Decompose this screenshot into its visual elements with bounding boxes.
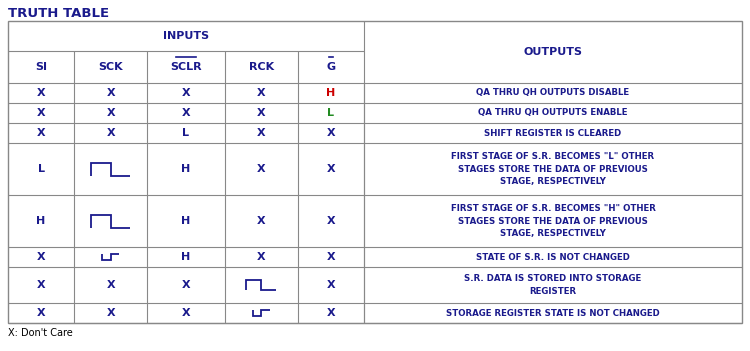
Bar (8, 21, 742, 323)
Text: STORAGE REGISTER STATE IS NOT CHANGED: STORAGE REGISTER STATE IS NOT CHANGED (446, 309, 660, 318)
Text: X: X (37, 252, 45, 262)
Text: TRUTH TABLE: TRUTH TABLE (8, 7, 109, 20)
Text: SCK: SCK (98, 62, 123, 72)
Text: H: H (182, 252, 190, 262)
Text: X: X (106, 128, 115, 138)
Text: X: X (37, 108, 45, 118)
Text: X: X (106, 88, 115, 98)
Text: X: X (182, 308, 190, 318)
Text: INPUTS: INPUTS (163, 31, 209, 41)
Text: X: X (182, 88, 190, 98)
Text: S.R. DATA IS STORED INTO STORAGE
REGISTER: S.R. DATA IS STORED INTO STORAGE REGISTE… (464, 274, 641, 296)
Text: SI: SI (35, 62, 47, 72)
Text: SCLR: SCLR (170, 62, 202, 72)
Text: FIRST STAGE OF S.R. BECOMES "L" OTHER
STAGES STORE THE DATA OF PREVIOUS
STAGE, R: FIRST STAGE OF S.R. BECOMES "L" OTHER ST… (452, 152, 655, 186)
Text: RCK: RCK (249, 62, 274, 72)
Text: X: X (106, 108, 115, 118)
Text: L: L (328, 108, 334, 118)
Text: X: X (327, 280, 335, 290)
Text: H: H (37, 216, 46, 226)
Text: X: X (37, 128, 45, 138)
Text: X: X (37, 280, 45, 290)
Text: X: X (257, 88, 265, 98)
Text: FIRST STAGE OF S.R. BECOMES "H" OTHER
STAGES STORE THE DATA OF PREVIOUS
STAGE, R: FIRST STAGE OF S.R. BECOMES "H" OTHER ST… (451, 204, 656, 238)
Text: X: X (37, 88, 45, 98)
Text: X: X (327, 252, 335, 262)
Text: X: X (327, 128, 335, 138)
Text: X: X (327, 308, 335, 318)
Text: H: H (326, 88, 335, 98)
Text: QA THRU QH OUTPUTS ENABLE: QA THRU QH OUTPUTS ENABLE (478, 108, 628, 118)
Text: X: X (327, 164, 335, 174)
Text: L: L (38, 164, 44, 174)
Text: H: H (182, 164, 190, 174)
Text: H: H (182, 216, 190, 226)
Text: G: G (326, 62, 335, 72)
Text: X: X (106, 280, 115, 290)
Text: X: X (257, 108, 265, 118)
Text: X: X (106, 308, 115, 318)
Text: OUTPUTS: OUTPUTS (524, 47, 583, 57)
Text: STATE OF S.R. IS NOT CHANGED: STATE OF S.R. IS NOT CHANGED (476, 252, 630, 261)
Text: X: X (257, 164, 265, 174)
Text: X: X (182, 108, 190, 118)
Text: X: X (327, 216, 335, 226)
Text: X: X (182, 280, 190, 290)
Text: X: X (37, 308, 45, 318)
Text: X: X (257, 252, 265, 262)
Text: X: Don't Care: X: Don't Care (8, 328, 73, 338)
Text: SHIFT REGISTER IS CLEARED: SHIFT REGISTER IS CLEARED (484, 128, 622, 138)
Text: QA THRU QH OUTPUTS DISABLE: QA THRU QH OUTPUTS DISABLE (476, 88, 629, 98)
Text: X: X (257, 128, 265, 138)
Text: L: L (182, 128, 190, 138)
Text: X: X (257, 216, 265, 226)
